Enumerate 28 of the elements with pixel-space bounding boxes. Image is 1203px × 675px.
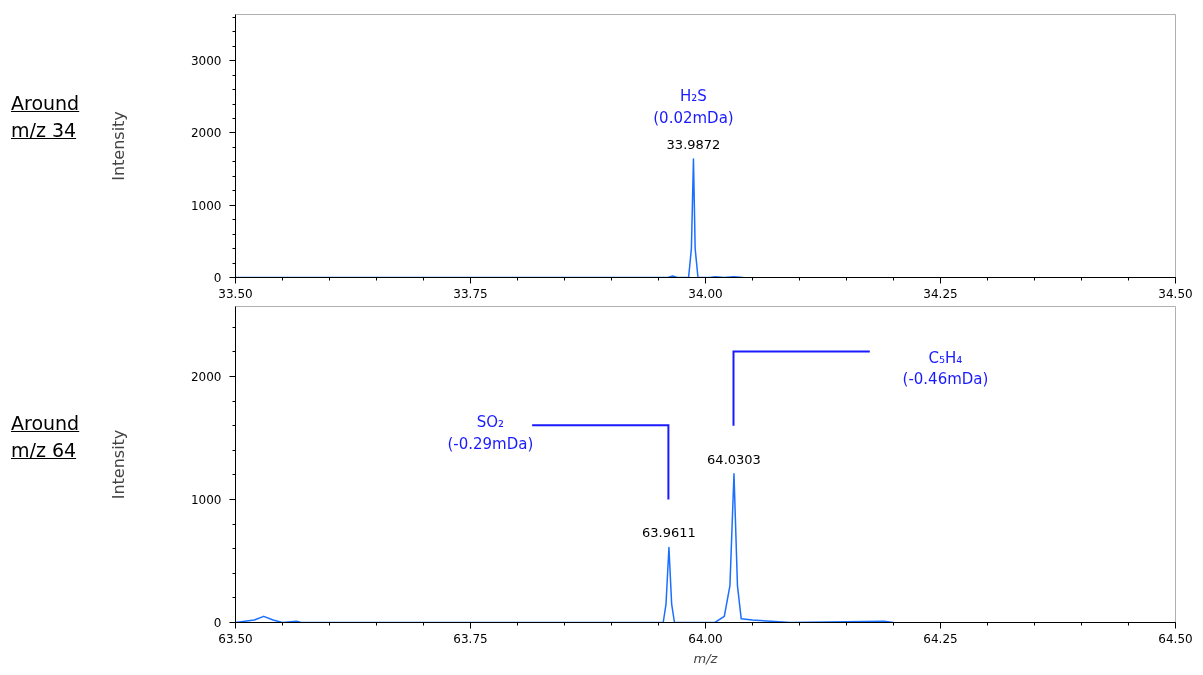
x-tick-label: 33.75: [453, 286, 488, 301]
y-tick-label: 0: [213, 616, 222, 630]
annotation: SO₂ (-0.29mDa): [447, 413, 534, 453]
x-tick-label: 63.50: [218, 631, 253, 646]
y-axis-title: Intensity: [108, 429, 128, 500]
y-axis-title: Intensity: [108, 111, 128, 181]
y-tick-label: 1000: [190, 493, 222, 508]
text: Around m/z 34: [11, 91, 81, 143]
x-tick-label: 34.25: [923, 286, 958, 301]
annotation: H₂S (0.02mDa): [653, 87, 734, 128]
y-tick-label: 2000: [190, 126, 222, 141]
x-tick-label: 64.50: [1158, 631, 1193, 646]
x-tick-label: 34.00: [688, 286, 723, 301]
x-tick-label: 33.50: [218, 286, 253, 301]
y-tick-label: 3000: [190, 54, 222, 69]
annotation: 64.0303: [707, 451, 761, 467]
x-tick-label: 64.00: [688, 631, 723, 646]
annotation: 33.9872: [666, 137, 721, 153]
y-tick-label: 0: [213, 271, 222, 285]
x-tick-label: 64.25: [923, 631, 958, 646]
text: Around m/z 64: [11, 411, 81, 463]
annotation: 63.9611: [642, 525, 696, 541]
y-tick-label: 1000: [190, 198, 222, 213]
x-tick-label: 63.75: [453, 631, 488, 646]
x-axis-title: m/z: [693, 650, 719, 666]
annotation: C₅H₄ (-0.46mDa): [902, 348, 989, 389]
x-tick-label: 34.50: [1158, 286, 1193, 301]
y-tick-label: 2000: [190, 370, 222, 385]
